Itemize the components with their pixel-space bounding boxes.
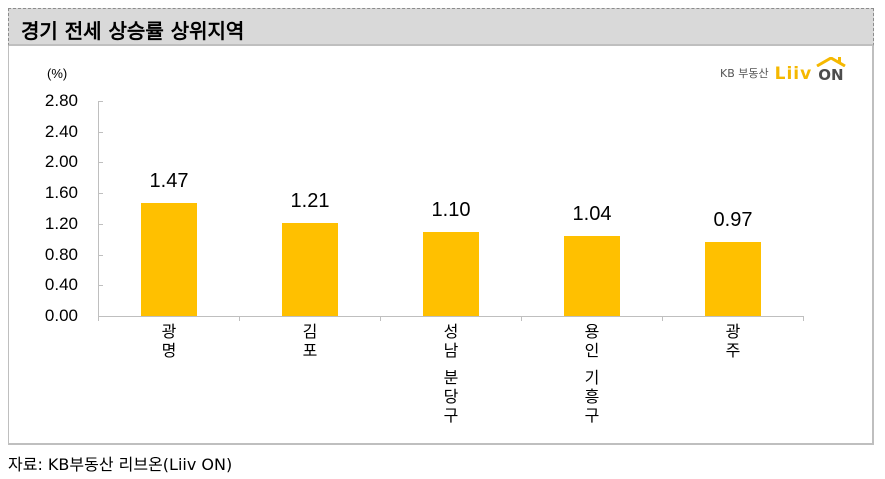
chart-title: 경기 전세 상승률 상위지역	[21, 19, 245, 43]
chart-header: 경기 전세 상승률 상위지역	[8, 8, 874, 46]
logo-kb-text: KB 부동산	[720, 67, 769, 80]
bar-value-label: 0.97	[713, 209, 753, 231]
y-tick	[98, 255, 103, 256]
y-tick	[98, 162, 103, 163]
y-tick	[98, 316, 103, 317]
bar-value-label: 1.10	[431, 199, 471, 221]
bar-value-label: 1.04	[572, 203, 612, 225]
y-tick	[98, 224, 103, 225]
bar	[141, 203, 197, 316]
y-tick-label: 2.40	[44, 122, 78, 141]
source-note: 자료: KB부동산 리브온(Liiv ON)	[8, 455, 233, 474]
x-tick	[98, 316, 99, 321]
x-tick	[662, 316, 663, 321]
y-tick-label: 1.20	[44, 214, 78, 233]
bar	[282, 223, 338, 316]
chart-frame	[8, 46, 874, 445]
y-axis-line	[98, 101, 99, 316]
house-roof-icon	[816, 57, 846, 67]
bar-value-label: 1.47	[149, 170, 189, 192]
logo-on-text: ON	[816, 57, 846, 84]
kb-liiv-on-logo: KB 부동산 Liiv ON	[720, 57, 846, 84]
bar	[705, 242, 761, 316]
x-tick	[239, 316, 240, 321]
y-tick-label: 0.80	[44, 245, 78, 264]
x-tick	[521, 316, 522, 321]
y-tick-label: 1.60	[44, 183, 78, 202]
y-tick-label: 0.40	[44, 275, 78, 294]
x-tick	[803, 316, 804, 321]
bar-value-label: 1.21	[290, 190, 330, 212]
logo-liiv-text: Liiv	[774, 64, 813, 84]
bar	[564, 236, 620, 316]
y-tick	[98, 285, 103, 286]
x-axis-line	[98, 316, 803, 317]
y-tick	[98, 132, 103, 133]
x-tick	[380, 316, 381, 321]
y-tick-label: 0.00	[44, 306, 78, 325]
y-tick-label: 2.80	[44, 91, 78, 110]
y-tick	[98, 101, 103, 102]
y-tick-label: 2.00	[44, 152, 78, 171]
bar	[423, 232, 479, 316]
y-axis-unit: (%)	[47, 66, 68, 81]
y-tick	[98, 193, 103, 194]
